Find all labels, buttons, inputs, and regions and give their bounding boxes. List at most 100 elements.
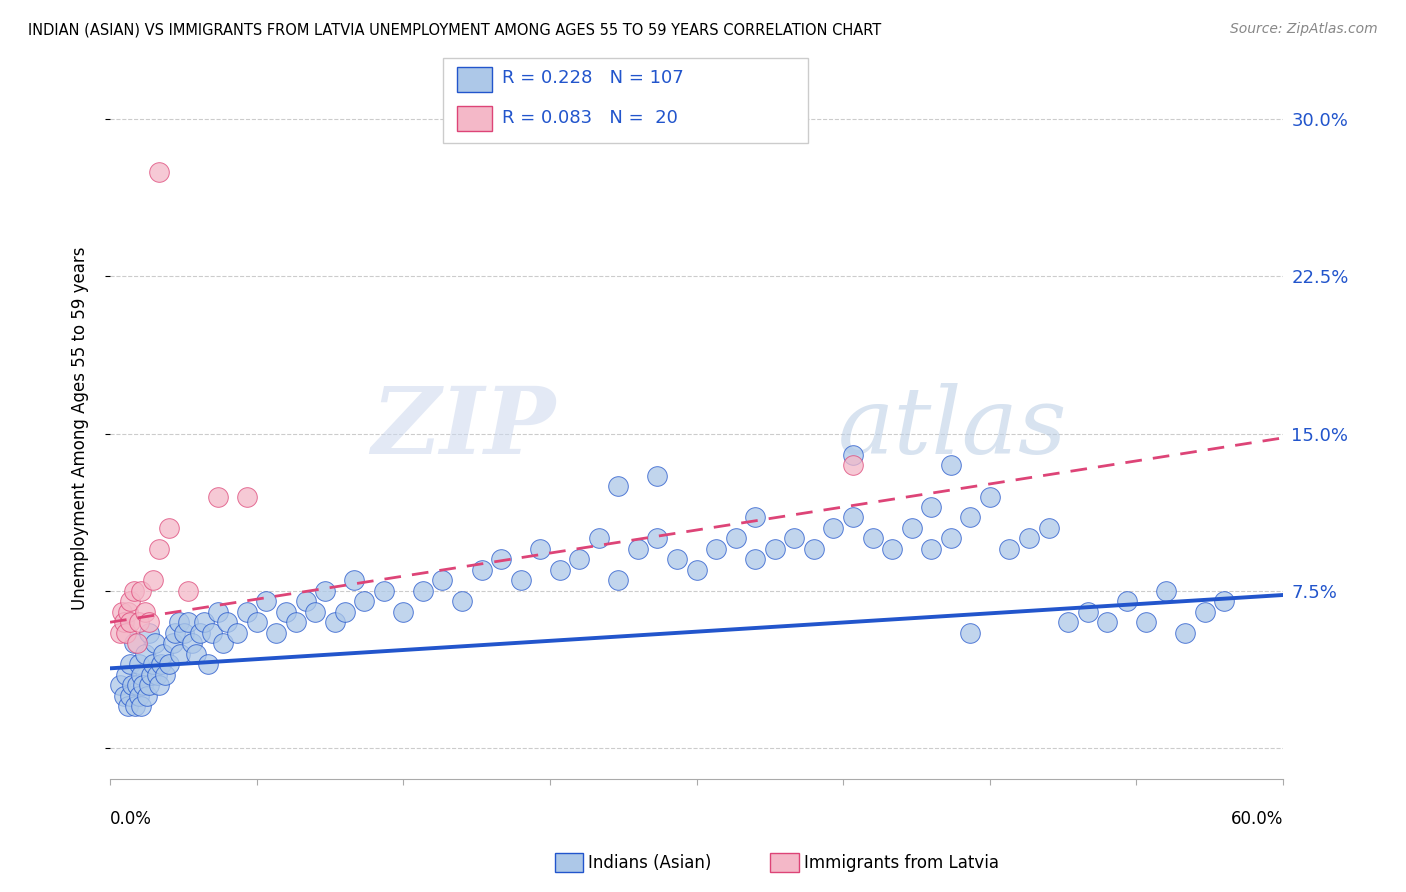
Point [118, 615, 141, 630]
Point [138, 615, 160, 630]
Point [157, 657, 180, 672]
Point [117, 605, 139, 619]
Point [184, 647, 207, 661]
Point [149, 657, 172, 672]
Text: ZIP: ZIP [371, 384, 555, 474]
Point [114, 667, 136, 681]
Point [862, 532, 884, 546]
Point [647, 532, 669, 546]
Point [783, 532, 806, 546]
Point [127, 678, 149, 692]
Text: Indians (Asian): Indians (Asian) [588, 854, 711, 871]
Point [153, 667, 176, 681]
Point [568, 552, 591, 566]
Point [588, 532, 610, 546]
Point [744, 552, 766, 566]
Point [343, 574, 366, 588]
Point [959, 625, 981, 640]
Point [112, 689, 135, 703]
Point [143, 636, 166, 650]
Point [177, 615, 200, 630]
Point [333, 605, 356, 619]
Point [373, 583, 395, 598]
Point [1057, 615, 1080, 630]
Point [217, 615, 239, 630]
Point [128, 615, 150, 630]
Point [1194, 605, 1216, 619]
Point [148, 165, 170, 179]
Point [294, 594, 316, 608]
Point [131, 667, 153, 681]
Point [114, 625, 136, 640]
Point [167, 615, 190, 630]
Point [392, 605, 415, 619]
Point [323, 615, 346, 630]
Point [188, 625, 211, 640]
Text: R = 0.083   N =  20: R = 0.083 N = 20 [502, 109, 678, 127]
Point [201, 625, 224, 640]
Point [1174, 625, 1197, 640]
Point [193, 615, 215, 630]
Point [118, 594, 141, 608]
Point [142, 574, 165, 588]
Point [128, 689, 150, 703]
Point [138, 625, 160, 640]
Point [157, 521, 180, 535]
Point [451, 594, 474, 608]
Point [607, 574, 630, 588]
Point [131, 699, 153, 714]
Point [1115, 594, 1137, 608]
Point [1018, 532, 1040, 546]
Point [939, 458, 962, 472]
Point [1154, 583, 1177, 598]
Point [724, 532, 747, 546]
Text: 0.0%: 0.0% [110, 810, 152, 828]
Point [118, 657, 141, 672]
Point [744, 510, 766, 524]
Point [685, 563, 707, 577]
Point [111, 605, 134, 619]
Point [173, 625, 195, 640]
Y-axis label: Unemployment Among Ages 55 to 59 years: Unemployment Among Ages 55 to 59 years [72, 247, 89, 610]
Point [124, 699, 146, 714]
Point [548, 563, 571, 577]
Point [256, 594, 278, 608]
Point [134, 647, 156, 661]
Point [152, 647, 174, 661]
Point [314, 583, 336, 598]
Point [627, 541, 650, 556]
Point [1038, 521, 1060, 535]
Point [920, 500, 942, 514]
Point [704, 541, 727, 556]
Point [470, 563, 492, 577]
Point [226, 625, 249, 640]
Point [607, 479, 630, 493]
Text: Immigrants from Latvia: Immigrants from Latvia [804, 854, 1000, 871]
Point [212, 636, 235, 650]
Point [181, 636, 204, 650]
Point [529, 541, 551, 556]
Point [920, 541, 942, 556]
Point [197, 657, 219, 672]
Point [117, 699, 139, 714]
Point [353, 594, 375, 608]
Point [900, 521, 922, 535]
Point [1095, 615, 1118, 630]
Point [1213, 594, 1236, 608]
Text: Source: ZipAtlas.com: Source: ZipAtlas.com [1230, 22, 1378, 37]
Point [177, 583, 200, 598]
Point [134, 605, 156, 619]
Point [1135, 615, 1157, 630]
Point [842, 458, 865, 472]
Point [108, 678, 131, 692]
Point [842, 510, 865, 524]
Point [139, 667, 162, 681]
Text: 60.0%: 60.0% [1230, 810, 1284, 828]
Point [509, 574, 531, 588]
Point [432, 574, 454, 588]
Text: atlas: atlas [838, 384, 1067, 474]
Point [169, 647, 191, 661]
Point [803, 541, 825, 556]
Point [148, 678, 170, 692]
Point [666, 552, 689, 566]
